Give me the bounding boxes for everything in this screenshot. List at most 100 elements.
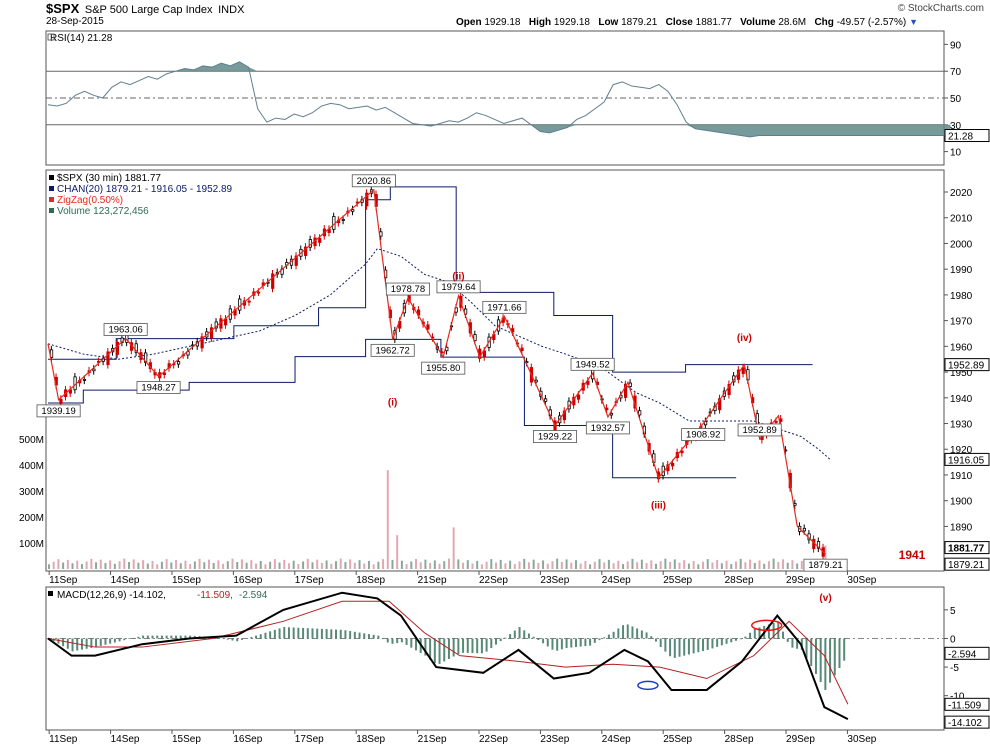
volume-y-tick-label: 300M	[19, 487, 44, 498]
chart-header: $SPX S&P 500 Large Cap Index INDX 28-Sep…	[0, 0, 990, 30]
macd-histogram-bar	[99, 638, 102, 646]
price-x-tick-label: 23Sep	[540, 575, 569, 586]
price-candle-body	[365, 192, 369, 207]
macd-histogram-bar	[226, 638, 229, 640]
volume-bar	[123, 558, 126, 569]
macd-histogram-bar	[349, 631, 352, 639]
elliott-wave-label: (i)	[388, 398, 397, 409]
volume-bar	[589, 564, 592, 569]
volume-bar	[645, 563, 648, 569]
price-right-value-box	[944, 358, 990, 372]
macd-right-value-box	[944, 697, 990, 711]
volume-bar	[269, 561, 272, 569]
macd-histogram-bar	[810, 638, 813, 666]
channel-mid-line	[47, 248, 831, 460]
price-candle-body	[638, 410, 642, 416]
rsi-oversold-fill	[48, 124, 951, 137]
macd-histogram-bar	[570, 638, 573, 648]
volume-bar	[697, 564, 700, 569]
zigzag-value-label: 1932.57	[591, 423, 625, 434]
price-right-value-box	[944, 541, 990, 555]
volume-bar	[344, 561, 347, 569]
price-candle-body	[623, 384, 628, 398]
macd-histogram-bar	[537, 638, 540, 641]
macd-histogram-bar	[71, 638, 74, 652]
volume-bar	[683, 560, 686, 569]
macd-histogram-bar	[109, 638, 112, 644]
macd-histogram-bar	[424, 638, 427, 656]
volume-bar	[706, 559, 709, 569]
macd-x-tick-label: 11Sep	[49, 734, 78, 744]
volume-bar	[52, 561, 55, 569]
volume-bar	[509, 560, 512, 569]
price-y-tick-label: 1890	[950, 522, 973, 533]
volume-bar	[457, 559, 460, 569]
price-right-value-label: 1879.21	[948, 560, 985, 571]
price-candle-body	[520, 347, 524, 352]
price-candle-body	[718, 398, 722, 411]
macd-histogram-bar	[598, 638, 601, 641]
macd-legend-signal: -11.509,	[197, 590, 233, 601]
price-y-tick-label: 1910	[950, 471, 973, 482]
macd-x-tick-label: 15Sep	[172, 734, 201, 744]
price-candle-body	[115, 341, 120, 355]
macd-histogram-bar	[716, 638, 719, 647]
macd-histogram-bar	[287, 627, 290, 639]
price-candle-body	[176, 361, 181, 365]
volume-bar	[556, 558, 559, 569]
zigzag-value-box	[737, 423, 782, 437]
macd-histogram-bar	[160, 635, 163, 639]
macd-histogram-bar	[165, 635, 168, 639]
macd-x-tick-label: 23Sep	[540, 734, 569, 744]
macd-histogram-bar	[669, 638, 672, 657]
macd-right-value-label: -14.102	[948, 718, 982, 729]
volume-bar	[490, 559, 493, 569]
macd-histogram-bar	[127, 638, 130, 640]
volume-bar	[716, 559, 719, 569]
price-y-tick-label: 1950	[950, 368, 973, 379]
chart-date: 28-Sep-2015	[46, 16, 104, 27]
macd-histogram-bar	[843, 638, 846, 661]
rsi-y-tick-label: 70	[950, 67, 962, 78]
macd-y-tick-label: 5	[950, 606, 956, 617]
macd-histogram-bar	[156, 635, 159, 639]
zigzag-value-label: 1979.64	[441, 282, 475, 293]
macd-histogram-bar	[706, 638, 709, 650]
macd-histogram-bar	[391, 638, 394, 644]
macd-histogram-bar	[358, 632, 361, 639]
volume-bar	[132, 559, 135, 569]
macd-histogram-bar	[278, 628, 281, 639]
macd-histogram-bar	[659, 638, 662, 648]
volume-bar	[782, 559, 785, 569]
volume-bar	[504, 563, 507, 569]
rsi-y-tick-label: 50	[950, 94, 962, 105]
volume-bar	[325, 560, 328, 569]
macd-histogram-bar	[80, 638, 83, 650]
channel-lower-line	[48, 338, 737, 479]
macd-histogram-bar	[433, 638, 436, 664]
volume-bar	[179, 563, 182, 569]
macd-histogram-bar	[320, 628, 323, 639]
volume-bar	[156, 564, 159, 569]
symbol-title: $SPX S&P 500 Large Cap Index INDX	[46, 1, 245, 16]
volume-bar	[419, 562, 422, 569]
volume-bar	[796, 563, 799, 569]
volume-bar	[222, 563, 225, 569]
volume-bar	[250, 560, 253, 569]
macd-histogram-bar	[90, 638, 93, 648]
volume-bar	[480, 564, 483, 569]
price-candle-body	[294, 255, 298, 266]
rsi-line	[47, 61, 951, 138]
volume-bar	[283, 559, 286, 569]
macd-histogram-bar	[824, 638, 827, 690]
macd-histogram-bar	[631, 626, 634, 639]
volume-y-tick-label: 500M	[19, 435, 44, 446]
volume-bar	[659, 561, 662, 569]
price-candle-body	[134, 343, 138, 353]
dropdown-caret-icon[interactable]: ▼	[909, 17, 919, 27]
macd-histogram-bar	[438, 638, 441, 664]
volume-bar	[66, 559, 69, 569]
credit: © StockCharts.com	[897, 3, 984, 14]
macd-histogram-bar	[306, 628, 309, 639]
